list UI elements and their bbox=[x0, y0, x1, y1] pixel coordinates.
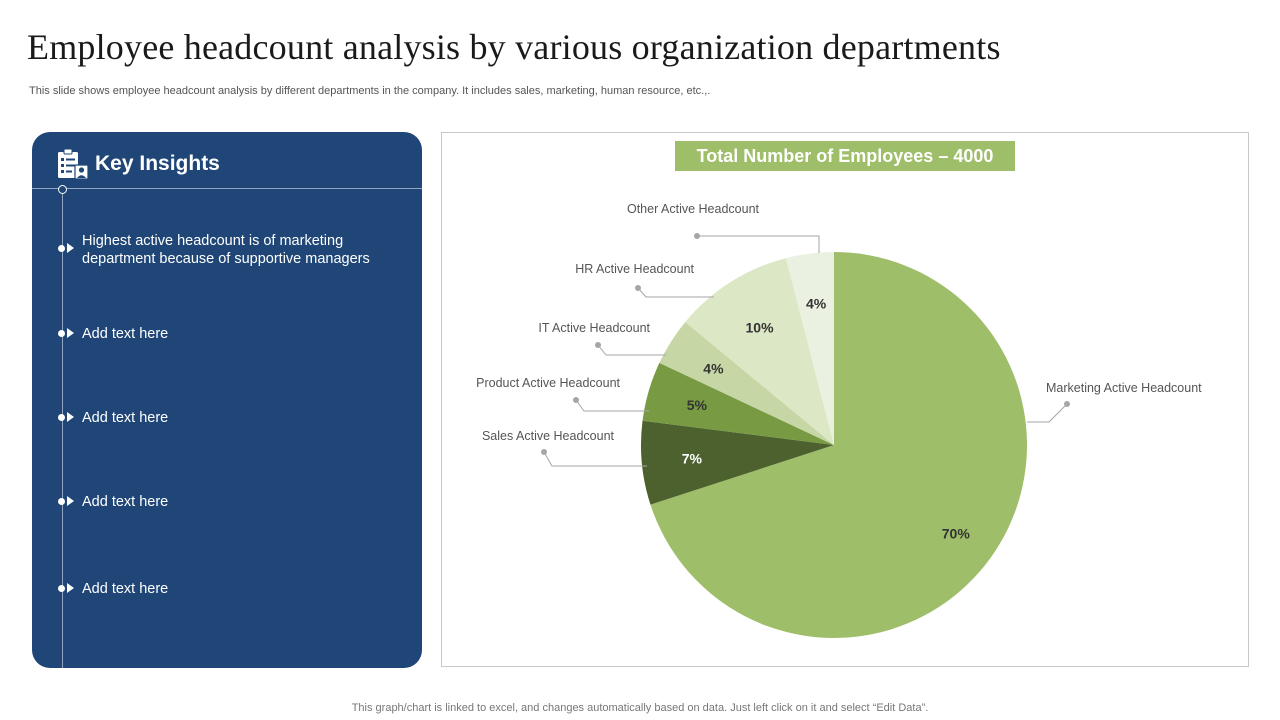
pie-chart[interactable]: Total Number of Employees – 4000 70% 7% 5%… bbox=[442, 133, 1248, 666]
panel-divider bbox=[32, 188, 422, 189]
pie-category-label-2: Sales Active Headcount bbox=[482, 429, 615, 443]
insight-text: Add text here bbox=[82, 326, 169, 342]
pie-category-label-5: HR Active Headcount bbox=[575, 262, 694, 276]
leader-line-1 bbox=[1027, 403, 1068, 423]
leader-line-6 bbox=[697, 235, 820, 253]
bullet-dot-icon bbox=[58, 245, 65, 252]
clipboard-checklist-icon bbox=[58, 148, 89, 180]
pie-value-label-6: 4% bbox=[806, 295, 827, 311]
insight-item-2: Add text here bbox=[56, 325, 396, 365]
bullet-dot-icon bbox=[58, 585, 65, 592]
pie-value-label-4: 4% bbox=[703, 360, 724, 376]
page-title: Employee headcount analysis by various o… bbox=[27, 27, 1001, 67]
chart-title-banner bbox=[675, 141, 1015, 171]
bullet-arrow-icon bbox=[67, 328, 74, 338]
pie-value-label-3: 5% bbox=[687, 397, 708, 413]
leader-line-4 bbox=[597, 344, 666, 356]
insight-text: Add text here bbox=[82, 494, 169, 510]
pie-category-label-1: Marketing Active Headcount bbox=[1046, 381, 1202, 395]
bullet-arrow-icon bbox=[67, 496, 74, 506]
pie-value-label-2: 7% bbox=[682, 450, 703, 466]
pie-chart-container[interactable]: Total Number of Employees – 4000 70% 7% 5%… bbox=[441, 132, 1249, 667]
insight-item-5: Add text here bbox=[56, 580, 396, 620]
leader-dot-1 bbox=[1064, 401, 1070, 407]
chart-title: Total Number of Employees – 4000 bbox=[697, 146, 994, 166]
leader-dot-6 bbox=[694, 233, 700, 239]
bullet-dot-icon bbox=[58, 330, 65, 337]
pie-category-label-4: IT Active Headcount bbox=[538, 321, 650, 335]
pie-value-label-5: 10% bbox=[746, 320, 775, 336]
bullet-arrow-icon bbox=[67, 583, 74, 593]
leader-dot-5 bbox=[635, 285, 641, 291]
pie-slice-2[interactable] bbox=[641, 420, 834, 505]
leader-line-2 bbox=[543, 451, 647, 467]
leader-dot-3 bbox=[573, 397, 579, 403]
timeline-line bbox=[62, 189, 63, 668]
insight-text: Add text here bbox=[82, 581, 169, 597]
bullet-dot-icon bbox=[58, 414, 65, 421]
key-insights-header: Key Insights bbox=[32, 132, 422, 189]
key-insights-panel: Key Insights Highest active headcount is… bbox=[32, 132, 422, 668]
bullet-dot-icon bbox=[58, 498, 65, 505]
pie-value-label-1: 70% bbox=[942, 525, 971, 541]
leader-dot-4 bbox=[595, 342, 601, 348]
bullet-arrow-icon bbox=[67, 412, 74, 422]
pie-slice-6[interactable] bbox=[786, 252, 834, 445]
timeline-node bbox=[58, 185, 67, 194]
leader-line-5 bbox=[637, 287, 714, 298]
pie-slice-3[interactable] bbox=[642, 362, 834, 445]
pie-slice-1[interactable] bbox=[650, 252, 1027, 638]
footer-note: This graph/chart is linked to excel, and… bbox=[351, 702, 929, 714]
insight-item-4: Add text here bbox=[56, 493, 396, 533]
key-insights-title: Key Insights bbox=[95, 152, 220, 175]
leader-dot-2 bbox=[541, 449, 547, 455]
leader-line-3 bbox=[575, 399, 649, 412]
insight-text: Add text here bbox=[82, 410, 169, 426]
pie-slice-5[interactable] bbox=[685, 258, 834, 445]
insight-item-1: Highest active headcount is of marketing… bbox=[56, 232, 396, 272]
insight-item-3: Add text here bbox=[56, 409, 396, 449]
bullet-arrow-icon bbox=[67, 243, 74, 253]
insight-text: Highest active headcount is of marketing… bbox=[82, 233, 370, 267]
pie-category-label-6: Other Active Headcount bbox=[627, 202, 760, 216]
page-subtitle: This slide shows employee headcount anal… bbox=[29, 85, 711, 97]
pie-category-label-3: Product Active Headcount bbox=[476, 376, 620, 390]
pie-slice-4[interactable] bbox=[659, 321, 834, 445]
